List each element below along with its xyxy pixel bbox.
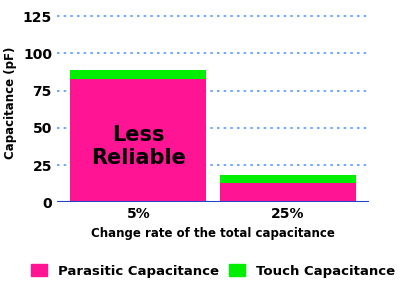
Y-axis label: Capacitance (pF): Capacitance (pF) [4, 47, 17, 160]
Bar [220, 183, 356, 202]
Bar [220, 175, 356, 183]
Bar [70, 70, 206, 79]
Text: Less
Reliable: Less Reliable [91, 125, 186, 168]
Legend: Parasitic Capacitance, Touch Capacitance: Parasitic Capacitance, Touch Capacitance [31, 264, 395, 278]
X-axis label: Change rate of the total capacitance: Change rate of the total capacitance [91, 227, 335, 240]
Bar [70, 79, 206, 202]
